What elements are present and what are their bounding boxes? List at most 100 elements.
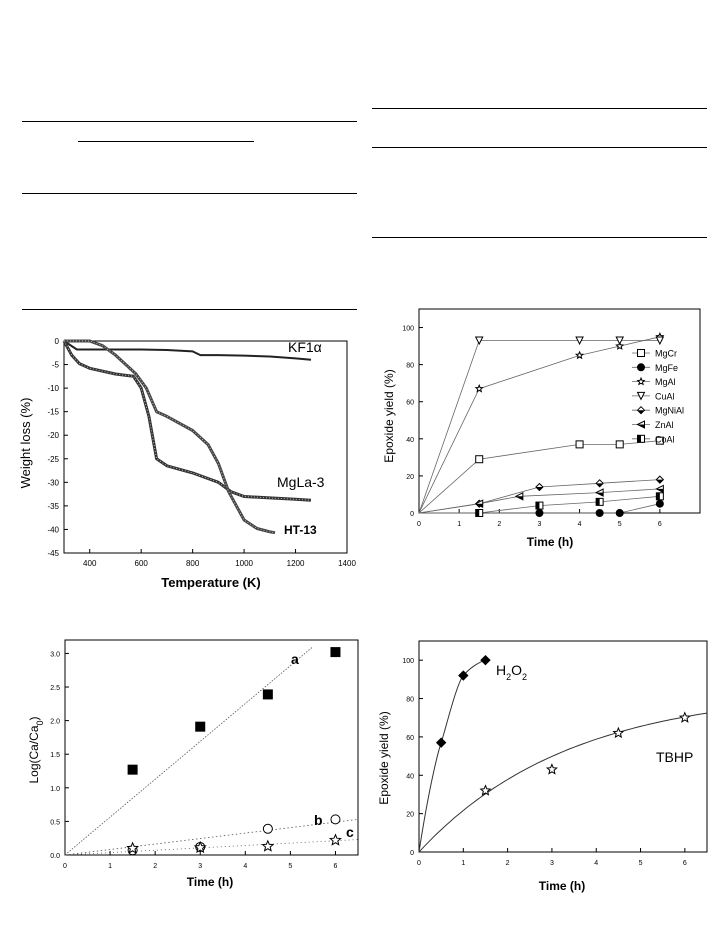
data-point-mgnial xyxy=(595,479,604,488)
data-point-cual xyxy=(655,336,665,346)
chart-kinetics: 0 1 2 3 4 5 6 0.0 0.5 1.0 1.5 2.0 2.5 3.0 a b c Time … xyxy=(27,639,359,889)
data-point-tbhp xyxy=(545,763,558,775)
y-axis-label-kinetics-close: ) xyxy=(27,716,41,720)
x-tick-label: 2 xyxy=(506,860,510,867)
y-tick-label: 80 xyxy=(406,697,414,704)
legend-marker-mgnial xyxy=(636,405,646,415)
x-tick-label: 4 xyxy=(243,863,247,870)
y-tick-label: -35 xyxy=(47,502,59,511)
y-tick-label: 60 xyxy=(406,735,414,742)
y-tick-label: 100 xyxy=(402,326,414,333)
y-tick-label: 80 xyxy=(406,363,414,370)
legend-marker-cual xyxy=(636,391,646,401)
y-tick-label: 40 xyxy=(406,773,414,780)
data-point-coal xyxy=(535,501,544,510)
y-axis-label-kinetics-sub: 0 xyxy=(35,720,45,725)
y-axis-label-oxidants: Epoxide yield (%) xyxy=(377,711,391,804)
series-line-kf1 xyxy=(63,340,312,361)
legend-label-coal: CoAl xyxy=(655,434,675,444)
x-tick-label: 0 xyxy=(417,521,421,528)
x-tick-label: 1 xyxy=(457,521,461,528)
x-tick-label: 1200 xyxy=(287,559,305,568)
fit-line-b xyxy=(64,818,359,856)
data-point-tbhp xyxy=(479,784,492,796)
data-point-tbhp xyxy=(678,711,691,723)
y-tick-label: -15 xyxy=(47,408,59,417)
y-tick-label: -40 xyxy=(47,525,59,534)
x-axis-label-catalysts: Time (h) xyxy=(527,535,573,549)
data-point-coal xyxy=(655,492,664,501)
y-axis-label-kinetics: Log(Ca/Ca0) xyxy=(27,716,45,783)
x-tick-label: 5 xyxy=(639,860,643,867)
y-tick-label: 0.5 xyxy=(50,819,60,826)
data-point-mgal xyxy=(474,383,484,393)
y-tick-label: -10 xyxy=(47,384,59,393)
series-line-texture xyxy=(63,340,312,501)
data-point-mgal xyxy=(574,350,585,360)
legend-label-mgfe: MgFe xyxy=(655,363,678,373)
data-point-mgfe xyxy=(655,499,664,508)
data-point-c xyxy=(261,839,275,852)
series-line-texture xyxy=(64,340,276,534)
x-tick-label: 5 xyxy=(288,863,292,870)
legend-label-mgnial: MgNiAl xyxy=(655,406,684,416)
marker-fill xyxy=(535,487,543,491)
y-tick-label: -30 xyxy=(47,478,59,487)
plot-frame xyxy=(64,639,359,856)
x-tick-label: 6 xyxy=(683,860,687,867)
data-point-c xyxy=(193,840,207,854)
fit-curve-h2o2 xyxy=(418,659,486,853)
data-point-coal xyxy=(475,509,484,517)
x-tick-label: 2 xyxy=(497,521,501,528)
marker-fill xyxy=(596,483,604,487)
marker-fill xyxy=(656,479,664,484)
data-point-a xyxy=(195,721,206,732)
series-label-a: a xyxy=(291,651,299,667)
x-tick-label: 6 xyxy=(334,863,338,870)
x-tick-label: 600 xyxy=(135,559,149,568)
y-tick-label: -25 xyxy=(47,455,59,464)
y-tick-label: 20 xyxy=(406,812,414,819)
data-point-mgnial xyxy=(535,482,544,492)
legend-catalysts: MgCr MgFe MgAl CuAl MgNiAl ZnAl CoAl xyxy=(632,349,684,444)
x-tick-label: 3 xyxy=(198,863,202,870)
x-axis-label-oxidants: Time (h) xyxy=(539,879,585,893)
table-rule-mid-right xyxy=(372,147,707,148)
marker-fill xyxy=(656,492,660,500)
marker-fill xyxy=(475,503,483,508)
data-point-znal xyxy=(655,484,664,494)
data-point-a xyxy=(127,764,138,775)
data-point-mgal xyxy=(615,341,625,350)
y-axis-label-tga: Weight loss (%) xyxy=(18,398,33,489)
x-tick-label: 2 xyxy=(153,863,157,870)
y-tick-label: 0 xyxy=(410,850,414,857)
series-line-mgla3 xyxy=(62,340,312,502)
data-point-tbhp xyxy=(612,726,625,739)
data-point-a xyxy=(262,689,273,700)
marker-fill xyxy=(515,496,523,500)
fit-line-a xyxy=(64,646,314,856)
data-point-h2o2 xyxy=(435,737,447,748)
data-point-mgcr xyxy=(615,440,624,449)
marker-fill xyxy=(637,435,641,443)
legend-marker-mgcr xyxy=(637,349,645,357)
x-tick-label: 3 xyxy=(550,860,554,867)
marker-fill xyxy=(475,509,480,517)
marker-fill xyxy=(596,498,600,506)
y-tick-label: -5 xyxy=(52,361,60,370)
y-tick-label: 20 xyxy=(406,474,414,481)
y-tick-label: 3.0 xyxy=(50,651,60,658)
table-rule-bottom-right xyxy=(372,237,707,238)
data-point-znal xyxy=(595,488,604,497)
table-rule-top-left xyxy=(22,121,357,122)
legend-marker-znal xyxy=(636,420,645,429)
legend-label-cual: CuAl xyxy=(655,391,675,401)
data-point-a xyxy=(330,647,341,658)
y-tick-label: 1.0 xyxy=(50,786,60,793)
data-point-h2o2 xyxy=(458,670,469,681)
y-axis-label-kinetics-main: Log(Ca/Ca xyxy=(27,725,41,783)
data-point-mgcr xyxy=(575,440,584,449)
